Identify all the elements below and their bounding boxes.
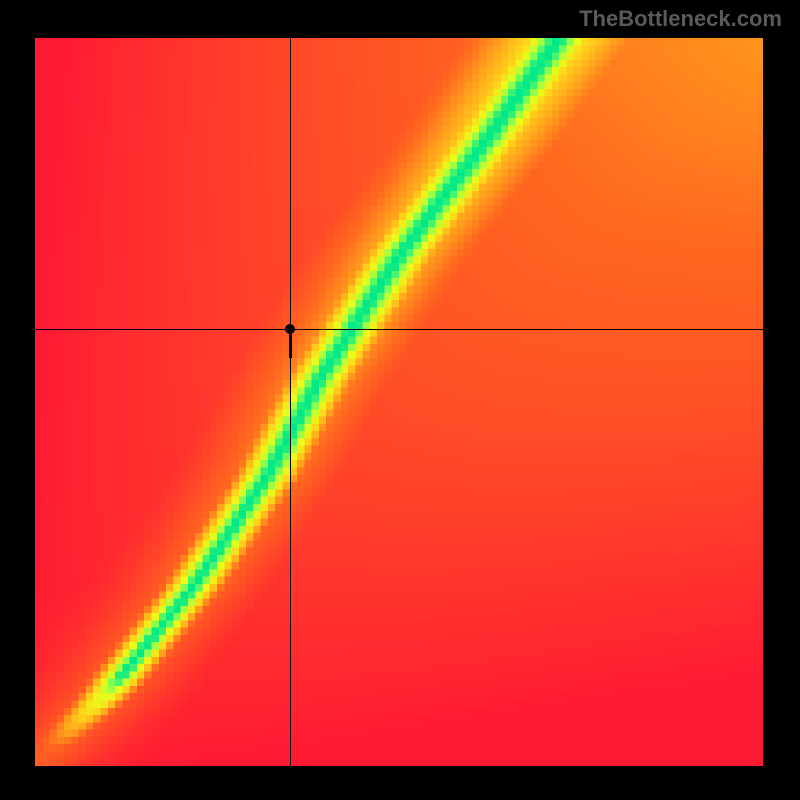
crosshair-horizontal [35, 329, 763, 330]
bottleneck-heatmap [35, 38, 763, 766]
crosshair-vertical [290, 38, 291, 766]
watermark-text: TheBottleneck.com [579, 6, 782, 32]
chart-container: TheBottleneck.com [0, 0, 800, 800]
selection-marker[interactable] [285, 324, 295, 334]
